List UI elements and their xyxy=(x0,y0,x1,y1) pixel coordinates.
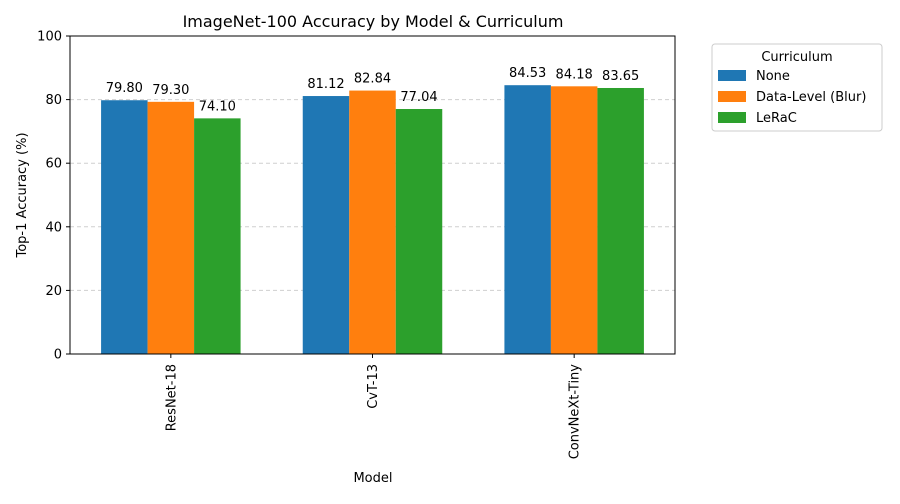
x-axis: ResNet-18 CvT-13 ConvNeXt-Tiny xyxy=(164,354,583,460)
bar xyxy=(550,86,598,354)
legend: Curriculum None Data-Level (Blur) LeRaC xyxy=(711,43,883,132)
x-tick-label: ConvNeXt-Tiny xyxy=(568,364,583,460)
chart-title: ImageNet-100 Accuracy by Model & Curricu… xyxy=(183,12,564,31)
legend-label: Data-Level (Blur) xyxy=(756,90,866,105)
legend-label: LeRaC xyxy=(756,111,797,126)
legend-title: Curriculum xyxy=(761,50,832,65)
y-axis-label: Top-1 Accuracy (%) xyxy=(15,132,30,258)
data-labels: 79.80 79.30 74.10 81.12 82.84 77.04 84.53 84.18… xyxy=(106,66,640,114)
bar xyxy=(194,118,241,354)
bar xyxy=(597,87,644,355)
y-tick-label: 20 xyxy=(45,284,62,299)
bar xyxy=(395,109,443,354)
bar xyxy=(504,85,551,354)
y-tick-label: 80 xyxy=(45,93,62,108)
bar xyxy=(147,101,195,355)
bar xyxy=(302,96,350,355)
data-label: 82.84 xyxy=(354,72,391,87)
legend-label: None xyxy=(756,69,790,84)
bar xyxy=(101,100,148,355)
x-axis-label: Model xyxy=(353,471,392,486)
data-label: 79.80 xyxy=(106,81,143,96)
legend-swatch xyxy=(718,112,746,123)
data-label: 83.65 xyxy=(602,69,639,84)
x-tick-label: ResNet-18 xyxy=(164,364,179,431)
y-tick-label: 60 xyxy=(45,157,62,172)
data-label: 84.53 xyxy=(509,66,546,81)
legend-frame xyxy=(711,43,883,132)
legend-swatch xyxy=(718,70,746,81)
y-tick-label: 0 xyxy=(54,348,62,363)
y-tick-label: 40 xyxy=(45,220,62,235)
legend-swatch xyxy=(718,91,746,102)
y-tick-label: 100 xyxy=(37,30,62,45)
data-label: 74.10 xyxy=(199,99,236,114)
data-label: 84.18 xyxy=(556,67,593,82)
x-tick-label: CvT-13 xyxy=(366,364,381,409)
data-label: 81.12 xyxy=(307,77,344,92)
bars xyxy=(101,85,644,355)
data-label: 79.30 xyxy=(152,83,189,98)
bar xyxy=(349,90,396,355)
y-axis: 0 20 40 60 80 100 xyxy=(37,30,70,363)
data-label: 77.04 xyxy=(400,90,437,105)
